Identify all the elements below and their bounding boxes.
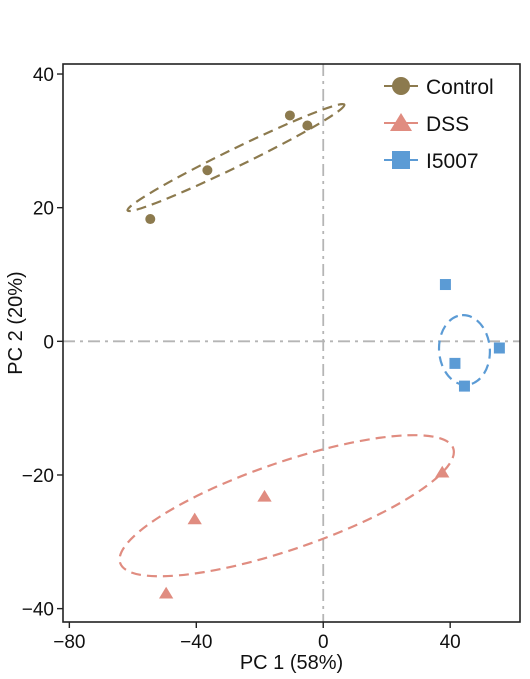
legend-marker-dss (390, 113, 412, 131)
plot-border (62, 63, 521, 623)
point-dss-3 (257, 489, 272, 502)
point-i5007-4 (493, 342, 505, 354)
plot-area (63, 64, 520, 622)
point-i5007-3 (458, 380, 470, 392)
y-axis-title: PC 2 (20%) (5, 271, 27, 374)
point-i5007-1 (439, 279, 451, 291)
x-tick-label: −40 (180, 632, 212, 653)
ellipse-dss (118, 434, 455, 578)
ellipse-control (126, 102, 346, 213)
legend-label-control: Control (426, 76, 494, 99)
axis-ticks: −80 −40 0 40 −40 −20 0 20 40 (22, 65, 461, 653)
y-tick-label: 0 (43, 332, 54, 353)
point-control-2 (202, 165, 213, 176)
y-tick-label: −20 (22, 466, 54, 487)
legend-item-i5007: I5007 (384, 150, 479, 173)
x-axis-title: PC 1 (58%) (240, 652, 343, 674)
point-i5007-2 (449, 357, 461, 369)
point-control-3 (284, 110, 295, 121)
point-dss-2 (187, 512, 202, 525)
y-tick-label: 20 (33, 199, 54, 220)
legend-label-i5007: I5007 (426, 150, 479, 173)
point-control-1 (145, 214, 156, 225)
legend-marker-i5007 (392, 151, 410, 169)
legend-item-dss: DSS (384, 113, 469, 136)
point-dss-4 (435, 465, 450, 478)
ellipse-i5007 (437, 314, 492, 386)
legend: Control DSS I5007 (384, 76, 494, 173)
legend-marker-control (392, 77, 410, 95)
legend-item-control: Control (384, 76, 494, 99)
y-tick-label: −40 (22, 600, 54, 621)
legend-label-dss: DSS (426, 113, 469, 136)
point-control-4 (302, 120, 313, 131)
x-tick-label: 0 (318, 632, 329, 653)
point-dss-1 (158, 586, 174, 599)
x-tick-label: −80 (53, 632, 85, 653)
x-tick-label: 40 (440, 632, 461, 653)
y-tick-label: 40 (33, 65, 54, 86)
